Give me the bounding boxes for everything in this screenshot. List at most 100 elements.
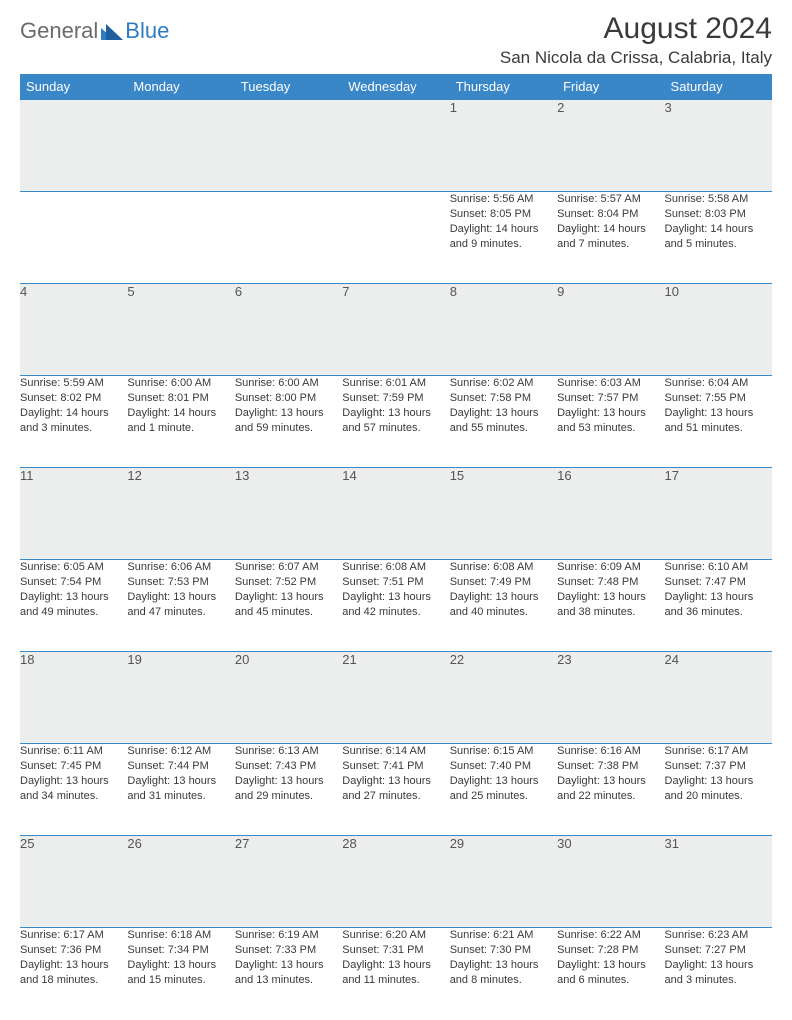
daylight-text: Daylight: 13 hours and 51 minutes.: [665, 406, 772, 436]
sunset-text: Sunset: 8:00 PM: [235, 391, 342, 406]
day-content-cell: Sunrise: 6:21 AMSunset: 7:30 PMDaylight:…: [450, 928, 557, 1020]
sunset-text: Sunset: 7:43 PM: [235, 759, 342, 774]
daylight-text: Daylight: 13 hours and 57 minutes.: [342, 406, 449, 436]
day-content-cell: Sunrise: 6:20 AMSunset: 7:31 PMDaylight:…: [342, 928, 449, 1020]
daylight-text: Daylight: 13 hours and 45 minutes.: [235, 590, 342, 620]
daylight-text: Daylight: 14 hours and 5 minutes.: [665, 222, 772, 252]
daylight-text: Daylight: 13 hours and 18 minutes.: [20, 958, 127, 988]
day-content-cell: Sunrise: 6:06 AMSunset: 7:53 PMDaylight:…: [127, 560, 234, 652]
weekday-header: Thursday: [450, 74, 557, 100]
sunrise-text: Sunrise: 5:58 AM: [665, 192, 772, 207]
sunset-text: Sunset: 7:30 PM: [450, 943, 557, 958]
sunset-text: Sunset: 7:40 PM: [450, 759, 557, 774]
day-content-row: Sunrise: 6:05 AMSunset: 7:54 PMDaylight:…: [20, 560, 772, 652]
day-number-cell: 9: [557, 284, 664, 376]
daylight-text: Daylight: 13 hours and 22 minutes.: [557, 774, 664, 804]
month-title: August 2024: [500, 12, 772, 46]
day-content-cell: Sunrise: 6:07 AMSunset: 7:52 PMDaylight:…: [235, 560, 342, 652]
sunrise-text: Sunrise: 6:05 AM: [20, 560, 127, 575]
day-number-cell: [235, 100, 342, 192]
sunrise-text: Sunrise: 6:11 AM: [20, 744, 127, 759]
day-number-cell: 5: [127, 284, 234, 376]
day-number-row: 123: [20, 100, 772, 192]
day-content-cell: Sunrise: 6:04 AMSunset: 7:55 PMDaylight:…: [665, 376, 772, 468]
daylight-text: Daylight: 13 hours and 11 minutes.: [342, 958, 449, 988]
day-number-cell: 27: [235, 836, 342, 928]
sunrise-text: Sunrise: 6:03 AM: [557, 376, 664, 391]
sunset-text: Sunset: 7:31 PM: [342, 943, 449, 958]
day-content-cell: Sunrise: 5:57 AMSunset: 8:04 PMDaylight:…: [557, 192, 664, 284]
daylight-text: Daylight: 13 hours and 34 minutes.: [20, 774, 127, 804]
logo-triangle-icon: [101, 22, 123, 40]
day-number-cell: 1: [450, 100, 557, 192]
sunset-text: Sunset: 7:41 PM: [342, 759, 449, 774]
day-content-cell: Sunrise: 6:08 AMSunset: 7:51 PMDaylight:…: [342, 560, 449, 652]
weekday-header: Saturday: [665, 74, 772, 100]
day-number-cell: 18: [20, 652, 127, 744]
sunrise-text: Sunrise: 6:12 AM: [127, 744, 234, 759]
sunrise-text: Sunrise: 6:01 AM: [342, 376, 449, 391]
calendar-table: Sunday Monday Tuesday Wednesday Thursday…: [20, 74, 772, 1020]
day-content-row: Sunrise: 5:56 AMSunset: 8:05 PMDaylight:…: [20, 192, 772, 284]
day-content-cell: Sunrise: 6:18 AMSunset: 7:34 PMDaylight:…: [127, 928, 234, 1020]
sunrise-text: Sunrise: 6:18 AM: [127, 928, 234, 943]
sunset-text: Sunset: 7:37 PM: [665, 759, 772, 774]
day-number-cell: 3: [665, 100, 772, 192]
sunset-text: Sunset: 7:53 PM: [127, 575, 234, 590]
sunset-text: Sunset: 7:45 PM: [20, 759, 127, 774]
day-content-cell: Sunrise: 6:01 AMSunset: 7:59 PMDaylight:…: [342, 376, 449, 468]
day-content-cell: Sunrise: 6:12 AMSunset: 7:44 PMDaylight:…: [127, 744, 234, 836]
day-content-cell: Sunrise: 5:56 AMSunset: 8:05 PMDaylight:…: [450, 192, 557, 284]
day-number-cell: 24: [665, 652, 772, 744]
day-number-cell: 15: [450, 468, 557, 560]
day-content-cell: Sunrise: 6:15 AMSunset: 7:40 PMDaylight:…: [450, 744, 557, 836]
day-content-cell: Sunrise: 6:10 AMSunset: 7:47 PMDaylight:…: [665, 560, 772, 652]
day-number-cell: 12: [127, 468, 234, 560]
sunset-text: Sunset: 7:27 PM: [665, 943, 772, 958]
day-content-cell: Sunrise: 6:00 AMSunset: 8:01 PMDaylight:…: [127, 376, 234, 468]
day-number-cell: 7: [342, 284, 449, 376]
daylight-text: Daylight: 13 hours and 53 minutes.: [557, 406, 664, 436]
sunset-text: Sunset: 7:34 PM: [127, 943, 234, 958]
calendar-body: 123Sunrise: 5:56 AMSunset: 8:05 PMDaylig…: [20, 100, 772, 1020]
daylight-text: Daylight: 14 hours and 9 minutes.: [450, 222, 557, 252]
sunrise-text: Sunrise: 5:56 AM: [450, 192, 557, 207]
day-content-cell: Sunrise: 6:08 AMSunset: 7:49 PMDaylight:…: [450, 560, 557, 652]
weekday-header-row: Sunday Monday Tuesday Wednesday Thursday…: [20, 74, 772, 100]
sunrise-text: Sunrise: 6:02 AM: [450, 376, 557, 391]
day-content-cell: Sunrise: 5:59 AMSunset: 8:02 PMDaylight:…: [20, 376, 127, 468]
daylight-text: Daylight: 13 hours and 49 minutes.: [20, 590, 127, 620]
daylight-text: Daylight: 13 hours and 15 minutes.: [127, 958, 234, 988]
daylight-text: Daylight: 13 hours and 42 minutes.: [342, 590, 449, 620]
day-number-row: 45678910: [20, 284, 772, 376]
day-number-cell: 4: [20, 284, 127, 376]
day-number-cell: 11: [20, 468, 127, 560]
day-content-row: Sunrise: 6:11 AMSunset: 7:45 PMDaylight:…: [20, 744, 772, 836]
daylight-text: Daylight: 13 hours and 38 minutes.: [557, 590, 664, 620]
daylight-text: Daylight: 13 hours and 13 minutes.: [235, 958, 342, 988]
sunrise-text: Sunrise: 6:00 AM: [235, 376, 342, 391]
sunset-text: Sunset: 7:54 PM: [20, 575, 127, 590]
day-content-cell: Sunrise: 6:13 AMSunset: 7:43 PMDaylight:…: [235, 744, 342, 836]
daylight-text: Daylight: 13 hours and 31 minutes.: [127, 774, 234, 804]
day-number-cell: 20: [235, 652, 342, 744]
daylight-text: Daylight: 13 hours and 3 minutes.: [665, 958, 772, 988]
sunset-text: Sunset: 7:44 PM: [127, 759, 234, 774]
sunset-text: Sunset: 7:28 PM: [557, 943, 664, 958]
sunrise-text: Sunrise: 6:17 AM: [665, 744, 772, 759]
sunrise-text: Sunrise: 6:10 AM: [665, 560, 772, 575]
day-number-cell: 30: [557, 836, 664, 928]
sunrise-text: Sunrise: 6:06 AM: [127, 560, 234, 575]
sunrise-text: Sunrise: 5:59 AM: [20, 376, 127, 391]
sunset-text: Sunset: 8:03 PM: [665, 207, 772, 222]
sunrise-text: Sunrise: 6:17 AM: [20, 928, 127, 943]
day-content-cell: Sunrise: 6:16 AMSunset: 7:38 PMDaylight:…: [557, 744, 664, 836]
day-number-cell: 25: [20, 836, 127, 928]
weekday-header: Tuesday: [235, 74, 342, 100]
location: San Nicola da Crissa, Calabria, Italy: [500, 48, 772, 68]
logo-text-general: General: [20, 18, 98, 44]
day-number-cell: 22: [450, 652, 557, 744]
sunset-text: Sunset: 7:48 PM: [557, 575, 664, 590]
daylight-text: Daylight: 13 hours and 29 minutes.: [235, 774, 342, 804]
day-content-cell: Sunrise: 5:58 AMSunset: 8:03 PMDaylight:…: [665, 192, 772, 284]
